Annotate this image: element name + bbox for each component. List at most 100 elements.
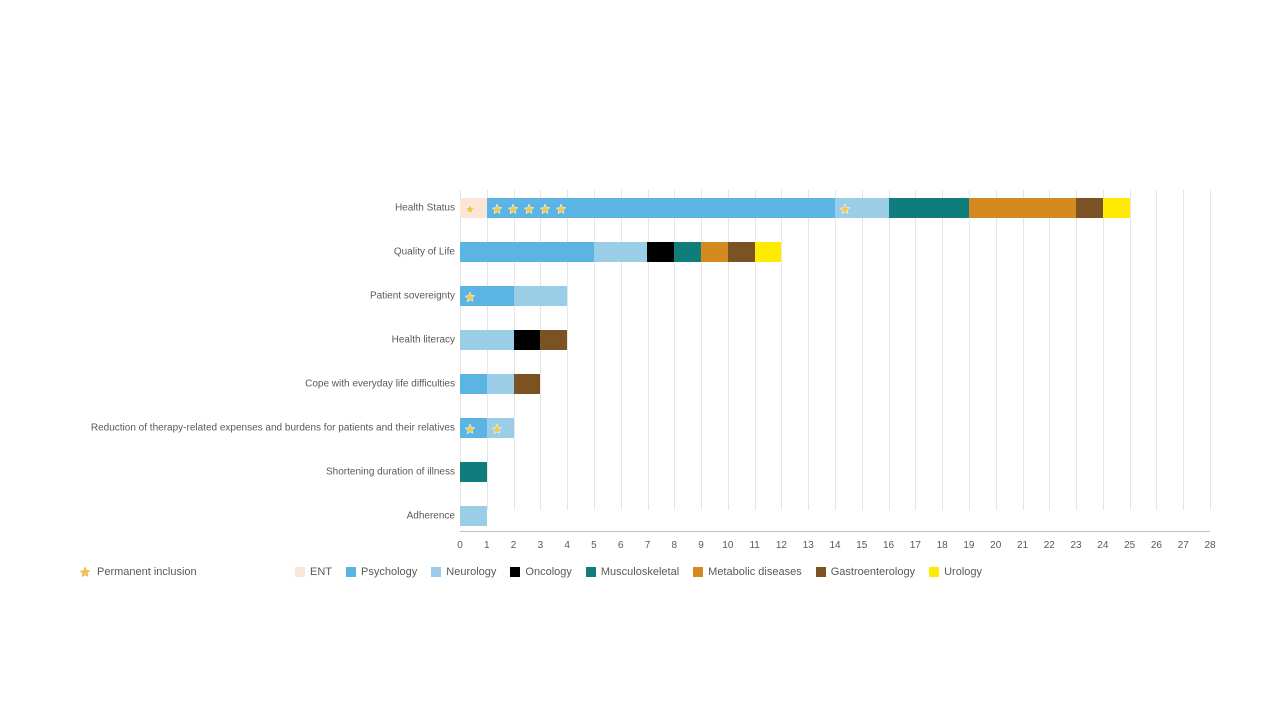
gridline [942,190,943,510]
x-tick-label: 6 [618,540,624,551]
x-tick-label: 11 [749,540,759,551]
y-category-label: Adherence [407,511,455,522]
gridline [835,190,836,510]
y-axis-labels: Health Status Quality of Life Patient sove… [0,190,455,530]
legend-swatch [510,567,520,577]
bar-row [460,198,1130,218]
bar-row [460,462,487,482]
x-tick-label: 28 [1204,540,1215,551]
x-tick-label: 13 [803,540,814,551]
bar-segment [969,198,1076,218]
legend-item: Psychology [346,566,417,578]
bar-row [460,286,567,306]
star-icon [79,566,91,578]
gridline [540,190,541,510]
y-category-label: Patient sovereignty [370,291,455,302]
bar-row [460,506,487,526]
bar-row [460,330,567,350]
gridline [621,190,622,510]
x-tick-label: 8 [672,540,678,551]
gridline [781,190,782,510]
x-tick-label: 17 [910,540,921,551]
bar-segment [460,418,487,438]
bar-segment [514,330,541,350]
legend-swatch [929,567,939,577]
y-category-label: Health literacy [392,335,455,346]
legend-swatch [816,567,826,577]
x-tick-label: 5 [591,540,597,551]
x-tick-label: 9 [698,540,704,551]
x-tick-label: 23 [1071,540,1082,551]
x-tick-label: 2 [511,540,517,551]
bar-segment [460,242,594,262]
bar-segment [701,242,728,262]
y-category-label: Reduction of therapy-related expenses an… [91,423,455,434]
legend-area: Permanent inclusion ENTPsychologyNeurolo… [75,562,1215,592]
legend-swatch [431,567,441,577]
legend-label: Gastroenterology [831,566,915,578]
legend-swatch [693,567,703,577]
bar-row [460,374,540,394]
star-icon [539,202,551,214]
gridline [487,190,488,510]
x-tick-label: 0 [457,540,463,551]
bar-segment [1076,198,1103,218]
legend-label: Musculoskeletal [601,566,679,578]
legend-label: Metabolic diseases [708,566,802,578]
x-tick-label: 19 [963,540,974,551]
star-icon [464,422,476,434]
bar-segment [487,198,835,218]
gridline [889,190,890,510]
bar-segment [460,286,514,306]
bar-segment [755,242,782,262]
x-tick-label: 12 [776,540,787,551]
x-tick-label: 21 [1017,540,1028,551]
legend-label: Oncology [525,566,571,578]
bar-segment [460,374,487,394]
y-category-label: Health Status [395,203,455,214]
legend-permanent-label: Permanent inclusion [97,566,197,578]
legend-item: Metabolic diseases [693,566,802,578]
gridline [594,190,595,510]
star-icon [523,202,535,214]
gridline [915,190,916,510]
legend-item: Neurology [431,566,496,578]
x-tick-label: 10 [722,540,733,551]
legend-swatch [586,567,596,577]
bar-segment [514,374,541,394]
legend-label: Psychology [361,566,417,578]
legend-item: Musculoskeletal [586,566,679,578]
gridline [648,190,649,510]
gridline [1210,190,1211,510]
x-tick-label: 26 [1151,540,1162,551]
x-tick-label: 15 [856,540,867,551]
bar-segment [487,418,514,438]
x-axis: 0123456789101112131415161718192021222324… [460,540,1210,560]
gridline [567,190,568,510]
legend-categories: ENTPsychologyNeurologyOncologyMusculoske… [295,566,996,578]
star-icon [491,202,503,214]
gridline [969,190,970,510]
star-icon [555,202,567,214]
gridline [808,190,809,510]
bar-segment [594,242,648,262]
x-tick-label: 4 [564,540,570,551]
y-category-label: Quality of Life [394,247,455,258]
x-tick-label: 16 [883,540,894,551]
star-icon [839,202,851,214]
y-category-label: Shortening duration of illness [326,467,455,478]
x-tick-label: 3 [538,540,544,551]
x-tick-label: 20 [990,540,1001,551]
gridline [701,190,702,510]
legend-label: Neurology [446,566,496,578]
legend-item: Oncology [510,566,571,578]
chart-plot-area: 0123456789101112131415161718192021222324… [460,190,1210,530]
x-tick-label: 7 [645,540,651,551]
x-tick-label: 24 [1097,540,1108,551]
bar-segment [540,330,567,350]
bar-segment [1103,198,1130,218]
legend-swatch [295,567,305,577]
bar-segment [487,374,514,394]
legend-swatch [346,567,356,577]
gridline [1183,190,1184,510]
